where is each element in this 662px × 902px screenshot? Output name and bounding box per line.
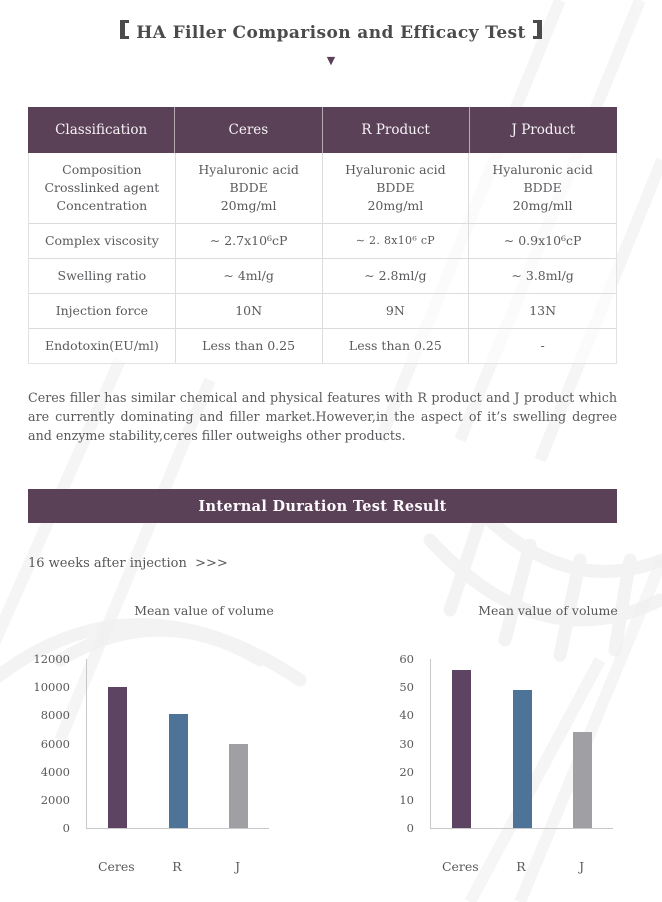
cell-endotoxin-label: Endotoxin(EU/ml) — [29, 329, 176, 363]
cell-force-j: 13N — [529, 302, 557, 318]
y-tick-label: 8000 — [40, 708, 70, 723]
chart-title: Mean value of volume — [478, 603, 618, 618]
cell-swelling-j: ∼ 3.8ml/g — [511, 267, 574, 283]
x-label-ceres: Ceres — [441, 859, 479, 874]
table-header-row: Classification Ceres R Product J Product — [28, 107, 617, 153]
plot-area — [430, 659, 613, 829]
cell-composition-ceres: Hyaluronic acid BDDE 20mg/ml — [176, 153, 323, 223]
cell-swelling-ceres: ∼ 4ml/g — [176, 259, 323, 293]
cell-viscosity-j: ∼ 0.9x10⁶cP — [503, 232, 582, 248]
cell-composition-r: Hyaluronic acid BDDE 20mg/ml — [323, 153, 470, 223]
cell-viscosity-ceres: ∼ 2.7x10⁶cP — [176, 224, 323, 258]
chart-mean-volume-left: Mean value of volume 0 2000 4000 6000 8000 10… — [33, 603, 290, 875]
y-tick-label: 0 — [62, 821, 70, 835]
y-tick-label: 50 — [399, 680, 414, 695]
table-row-endotoxin: Endotoxin(EU/ml) Less than 0.25 Less tha… — [29, 329, 616, 363]
bar-r — [512, 689, 532, 828]
x-label-ceres: Ceres — [97, 859, 135, 874]
x-label-r: R — [516, 859, 526, 874]
table-row-complex-viscosity: Complex viscosity ∼ 2.7x10⁶cP ∼ 2. 8x10⁶… — [29, 224, 616, 259]
comparison-table: Classification Ceres R Product J Product… — [28, 107, 617, 364]
table-body: Composition Crosslinked agent Concentrat… — [28, 153, 617, 364]
table-row-injection-force: Injection force 10N 9N 13N — [29, 294, 616, 329]
cell-swelling-r: ∼ 2.8ml/g — [323, 259, 470, 293]
y-tick-label: 40 — [399, 708, 414, 723]
cell-viscosity-label: Complex viscosity — [29, 224, 176, 258]
cell-swelling-label: Swelling ratio — [29, 259, 176, 293]
y-tick-label: 30 — [399, 736, 414, 751]
table-header-classification: Classification — [28, 107, 176, 153]
triangle-down-icon: ▼ — [326, 54, 336, 67]
y-tick-label: 4000 — [40, 764, 70, 779]
y-tick-label: 0 — [406, 821, 414, 835]
cell-endotoxin-r: Less than 0.25 — [323, 329, 470, 363]
cell-endotoxin-j: - — [540, 337, 545, 353]
plot-area — [86, 659, 269, 829]
cell-viscosity-r: ∼ 2. 8x10⁶ cP — [323, 224, 470, 258]
chart-title: Mean value of volume — [134, 603, 274, 618]
y-tick-label: 60 — [399, 652, 414, 666]
cell-force-r: 9N — [323, 294, 470, 328]
y-tick-label: 12000 — [33, 652, 70, 666]
y-axis: 0 10 20 30 40 50 60 — [384, 652, 430, 835]
y-tick-label: 10000 — [33, 680, 70, 695]
y-axis: 0 2000 4000 6000 8000 10000 12000 — [33, 652, 86, 835]
summary-paragraph: Ceres filler has similar chemical and ph… — [28, 390, 617, 444]
x-label-j: J — [235, 859, 241, 874]
cell-force-ceres: 10N — [176, 294, 323, 328]
x-label-r: R — [172, 859, 182, 874]
title-bracket-right-icon — [532, 20, 542, 39]
x-axis-labels: Ceres R J — [86, 829, 268, 875]
x-axis-labels: Ceres R J — [430, 829, 612, 875]
bar-ceres — [451, 670, 471, 828]
cell-composition-label: Composition Crosslinked agent Concentrat… — [29, 153, 176, 223]
timepoint-label: 16 weeks after injection >>> — [28, 556, 228, 571]
cell-endotoxin-ceres: Less than 0.25 — [176, 329, 323, 363]
table-header-ceres: Ceres — [175, 107, 323, 153]
y-tick-label: 20 — [399, 764, 414, 779]
table-header-r-product: R Product — [323, 107, 470, 153]
table-row-swelling-ratio: Swelling ratio ∼ 4ml/g ∼ 2.8ml/g ∼ 3.8ml… — [29, 259, 616, 294]
section-banner-internal-duration: Internal Duration Test Result — [28, 489, 617, 523]
y-tick-label: 10 — [399, 792, 414, 807]
cell-composition-j: Hyaluronic acid BDDE 20mg/mll — [492, 161, 593, 214]
bar-ceres — [107, 687, 127, 828]
bar-j — [573, 732, 593, 828]
table-row-composition: Composition Crosslinked agent Concentrat… — [29, 153, 616, 224]
title-bracket-left-icon — [120, 20, 130, 39]
cell-force-label: Injection force — [29, 294, 176, 328]
bar-r — [168, 713, 188, 828]
x-label-j: J — [579, 859, 585, 874]
y-tick-label: 6000 — [40, 736, 70, 751]
table-header-j-product: J Product — [511, 122, 576, 138]
y-tick-label: 2000 — [40, 792, 70, 807]
chart-mean-volume-right: Mean value of volume 0 10 20 30 40 50 60 Ceres… — [384, 603, 634, 875]
page-title: HA Filler Comparison and Efficacy Test — [0, 20, 662, 43]
bar-j — [229, 743, 249, 828]
page-title-text: HA Filler Comparison and Efficacy Test — [136, 23, 526, 43]
